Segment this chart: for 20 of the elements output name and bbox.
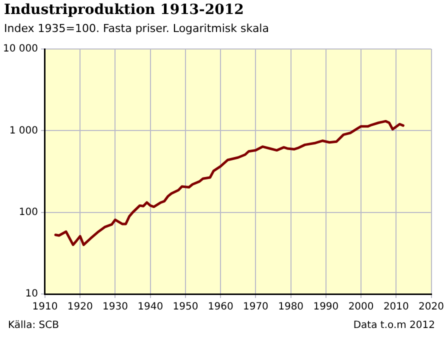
text: Källa: SCB (8, 320, 59, 331)
chart-title: Industriproduktion 1913-2012 (4, 2, 244, 18)
x-tick-label: 2020 (418, 302, 444, 313)
x-tick-label: 1920 (67, 302, 93, 313)
y-tick-label: 10 000 (2, 44, 38, 55)
y-tick-label: 10 (25, 288, 38, 300)
x-tick-label: 1980 (278, 302, 304, 313)
chart-subtitle: Index 1935=100. Fasta priser. Logaritmisk skala (4, 22, 269, 35)
y-tick-label: 1 000 (9, 125, 38, 136)
x-tick-label: 1950 (172, 302, 198, 313)
x-tick-label: 1940 (138, 302, 164, 313)
x-tick-label: 2000 (348, 302, 374, 313)
x-tick-label: 1970 (242, 302, 268, 313)
x-tick-label: 1960 (208, 302, 234, 313)
x-tick-label: 2010 (383, 302, 409, 313)
y-tick-label: 100 (18, 206, 38, 218)
x-tick-label: 1930 (102, 302, 128, 313)
x-tick-label: 1990 (313, 302, 339, 313)
text: Data t.o.m 2012 (353, 320, 435, 331)
x-tick-label: 1910 (32, 302, 58, 313)
